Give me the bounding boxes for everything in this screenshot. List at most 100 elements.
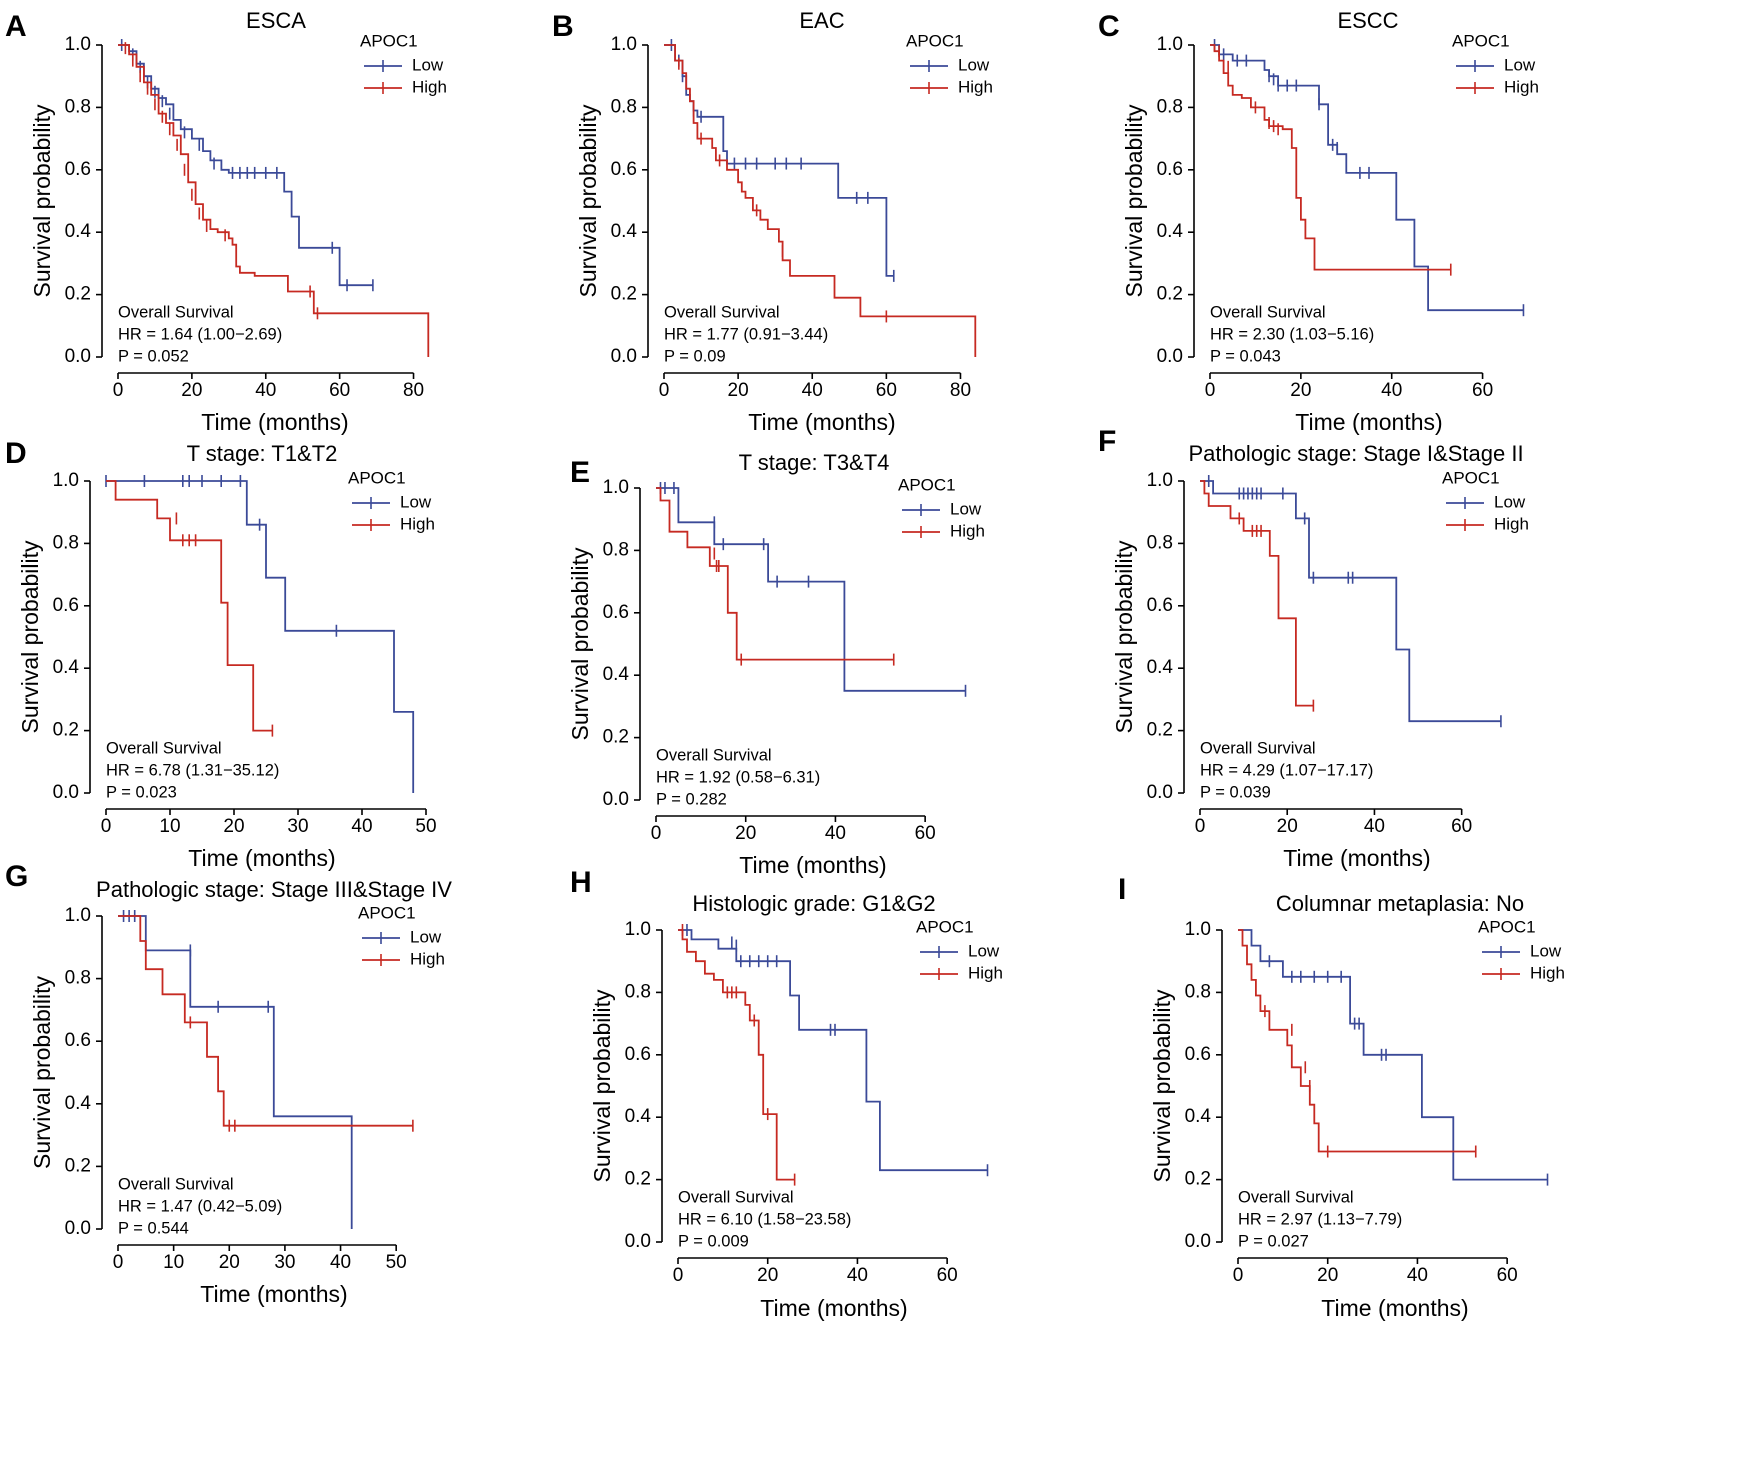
legend-label-low: Low — [950, 499, 982, 518]
legend: APOC1 Low High — [348, 468, 435, 533]
x-tick-label: 20 — [223, 816, 244, 837]
x-axis-label: Time (months) — [1295, 409, 1442, 435]
legend-label-high: High — [412, 77, 447, 96]
stat-annotation: HR = 2.97 (1.13−7.79) — [1238, 1210, 1402, 1228]
km-curve-high — [656, 487, 894, 661]
y-tick-label: 0.0 — [1185, 1231, 1211, 1252]
x-tick-label: 40 — [255, 380, 276, 401]
km-panel-f: F Pathologic stage: Stage I&Stage II 0.0 0.… — [1098, 425, 1529, 871]
legend-label-high: High — [1504, 77, 1539, 96]
panel-letter: C — [1098, 10, 1120, 43]
x-tick-label: 40 — [847, 1265, 868, 1286]
panel-letter: G — [5, 860, 28, 893]
panel-letter: D — [5, 437, 27, 470]
y-tick-label: 0.2 — [53, 720, 79, 741]
legend-label-low: Low — [958, 55, 990, 74]
y-axis-label: Survival probability — [1111, 540, 1137, 734]
chart-title: T stage: T1&T2 — [187, 441, 338, 466]
legend-title: APOC1 — [1478, 917, 1536, 936]
y-tick-label: 0.2 — [611, 284, 637, 305]
km-curve-low — [678, 929, 988, 1172]
legend: APOC1 Low High — [898, 475, 985, 540]
y-tick-label: 0.2 — [603, 727, 629, 748]
panel-letter: F — [1098, 425, 1116, 458]
x-tick-label: 30 — [274, 1252, 295, 1273]
y-tick-label: 1.0 — [1157, 34, 1183, 55]
legend-label-high: High — [958, 77, 993, 96]
legend-title: APOC1 — [1442, 468, 1500, 487]
km-curve-high — [118, 44, 430, 357]
y-axis-label: Survival probability — [567, 547, 593, 741]
y-axis-label: Survival probability — [17, 540, 43, 734]
stat-annotation: HR = 4.29 (1.07−17.17) — [1200, 761, 1373, 779]
x-tick-label: 40 — [1364, 816, 1385, 837]
legend: APOC1 Low High — [358, 903, 445, 968]
y-tick-label: 0.4 — [625, 1106, 652, 1127]
x-axis-label: Time (months) — [748, 409, 895, 435]
legend-label-low: Low — [412, 55, 444, 74]
y-tick-label: 0.8 — [1185, 981, 1211, 1002]
x-axis-label: Time (months) — [201, 409, 348, 435]
legend-label-high: High — [1530, 963, 1565, 982]
stat-annotation: HR = 1.64 (1.00−2.69) — [118, 325, 282, 343]
y-tick-label: 0.4 — [603, 664, 630, 685]
stat-annotation: Overall Survival — [656, 746, 772, 764]
y-tick-label: 1.0 — [53, 470, 79, 491]
km-curve-low — [118, 44, 373, 287]
x-tick-label: 20 — [181, 380, 202, 401]
y-tick-label: 0.6 — [1185, 1044, 1211, 1065]
stat-annotation: HR = 6.78 (1.31−35.12) — [106, 761, 279, 779]
y-tick-label: 0.8 — [1157, 96, 1183, 117]
km-curve-low — [118, 915, 353, 1229]
y-tick-label: 0.6 — [65, 159, 91, 180]
y-tick-label: 1.0 — [625, 919, 651, 940]
legend-label-low: Low — [1494, 492, 1526, 511]
y-tick-label: 0.0 — [1157, 346, 1183, 367]
km-curve-low — [656, 487, 966, 692]
stat-annotation: P = 0.023 — [106, 783, 177, 801]
x-tick-label: 60 — [329, 380, 350, 401]
y-tick-label: 0.0 — [53, 782, 79, 803]
x-axis-label: Time (months) — [739, 852, 886, 878]
x-tick-label: 40 — [351, 816, 372, 837]
x-tick-label: 40 — [802, 380, 823, 401]
x-tick-label: 20 — [757, 1265, 778, 1286]
x-tick-label: 60 — [937, 1265, 958, 1286]
legend: APOC1 Low High — [1442, 468, 1529, 533]
x-tick-label: 0 — [1233, 1265, 1244, 1286]
x-axis-label: Time (months) — [188, 845, 335, 871]
legend: APOC1 Low High — [360, 31, 447, 96]
y-tick-label: 0.4 — [611, 221, 638, 242]
y-tick-label: 0.6 — [625, 1044, 651, 1065]
legend-title: APOC1 — [898, 475, 956, 494]
legend-label-high: High — [950, 521, 985, 540]
y-axis-label: Survival probability — [1121, 104, 1147, 298]
km-curve-high — [664, 44, 977, 357]
y-axis-label: Survival probability — [589, 989, 615, 1183]
km-curve-low — [106, 480, 415, 793]
y-axis-label: Survival probability — [1149, 989, 1175, 1183]
chart-title: Pathologic stage: Stage I&Stage II — [1188, 441, 1523, 466]
panel-letter: I — [1118, 873, 1126, 906]
y-tick-label: 1.0 — [65, 34, 91, 55]
x-tick-label: 20 — [735, 823, 756, 844]
y-tick-label: 0.2 — [1157, 284, 1183, 305]
x-tick-label: 80 — [950, 380, 971, 401]
stat-annotation: HR = 1.92 (0.58−6.31) — [656, 768, 820, 786]
legend-label-low: Low — [1504, 55, 1536, 74]
stat-annotation: Overall Survival — [1200, 739, 1316, 757]
legend-title: APOC1 — [1452, 31, 1510, 50]
x-axis-label: Time (months) — [760, 1295, 907, 1321]
x-tick-label: 20 — [1317, 1265, 1338, 1286]
y-tick-label: 1.0 — [611, 34, 637, 55]
y-tick-label: 0.0 — [625, 1231, 651, 1252]
y-tick-label: 0.8 — [53, 532, 79, 553]
panel-letter: E — [570, 456, 590, 489]
y-tick-label: 0.6 — [1147, 595, 1173, 616]
x-axis-label: Time (months) — [1283, 845, 1430, 871]
stat-annotation: HR = 6.10 (1.58−23.58) — [678, 1210, 851, 1228]
legend-label-high: High — [1494, 514, 1529, 533]
y-tick-label: 1.0 — [65, 905, 91, 926]
legend-label-low: Low — [968, 941, 1000, 960]
y-tick-label: 0.4 — [65, 1093, 92, 1114]
